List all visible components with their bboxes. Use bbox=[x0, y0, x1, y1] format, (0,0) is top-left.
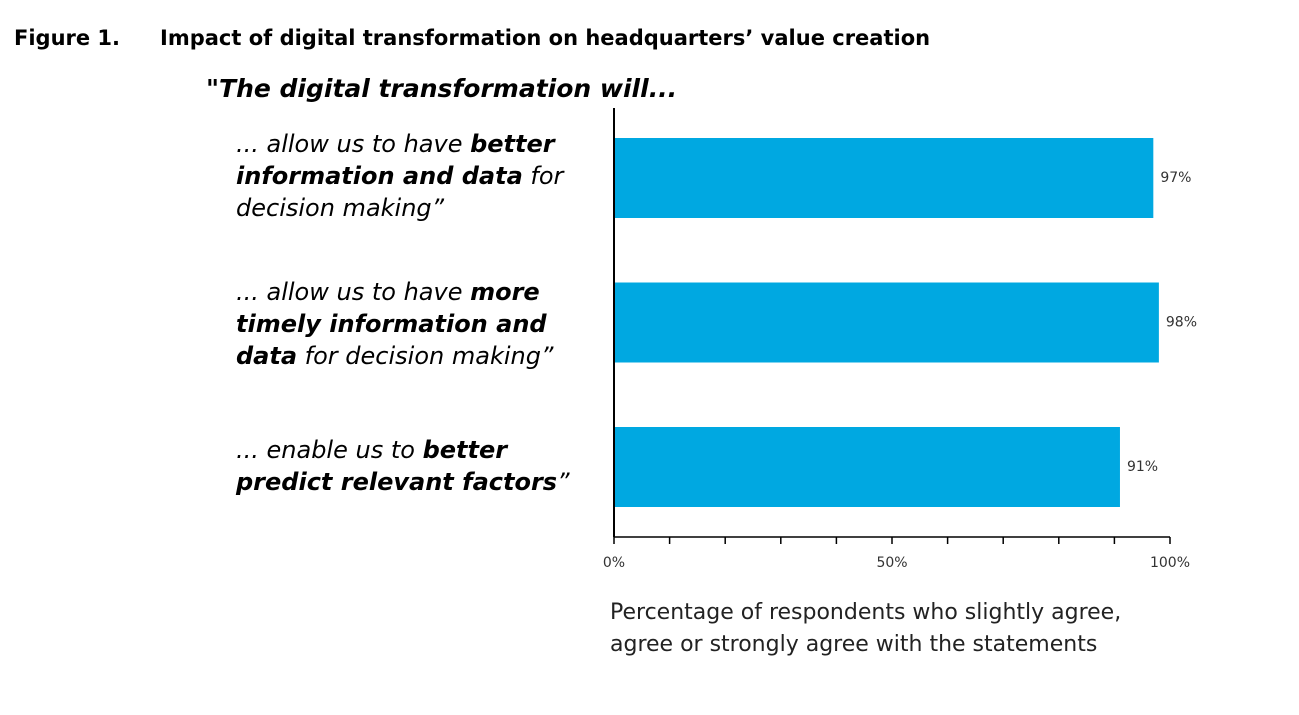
category-label: ... allow us to have more timely informat… bbox=[236, 278, 554, 370]
bar bbox=[615, 427, 1120, 507]
bar bbox=[615, 138, 1154, 218]
category-label: ... allow us to have better information a… bbox=[236, 130, 564, 222]
x-tick-label: 0% bbox=[603, 555, 625, 571]
x-axis-label: Percentage of respondents who slightly a… bbox=[610, 600, 1122, 657]
value-label: 91% bbox=[1127, 459, 1158, 475]
x-tick-label: 50% bbox=[876, 555, 907, 571]
category-label: ... enable us to better predict relevant … bbox=[236, 436, 570, 496]
value-label: 98% bbox=[1166, 315, 1197, 331]
value-label: 97% bbox=[1160, 170, 1191, 186]
figure-number: Figure 1. bbox=[14, 26, 121, 50]
bar bbox=[615, 282, 1159, 363]
figure-title: Figure 1. Impact of digital transformatio… bbox=[14, 26, 930, 50]
figure-title-text: Impact of digital transformation on head… bbox=[160, 26, 931, 50]
chart-title: "The digital transformation will... bbox=[206, 74, 678, 103]
x-tick-label: 100% bbox=[1150, 555, 1190, 571]
